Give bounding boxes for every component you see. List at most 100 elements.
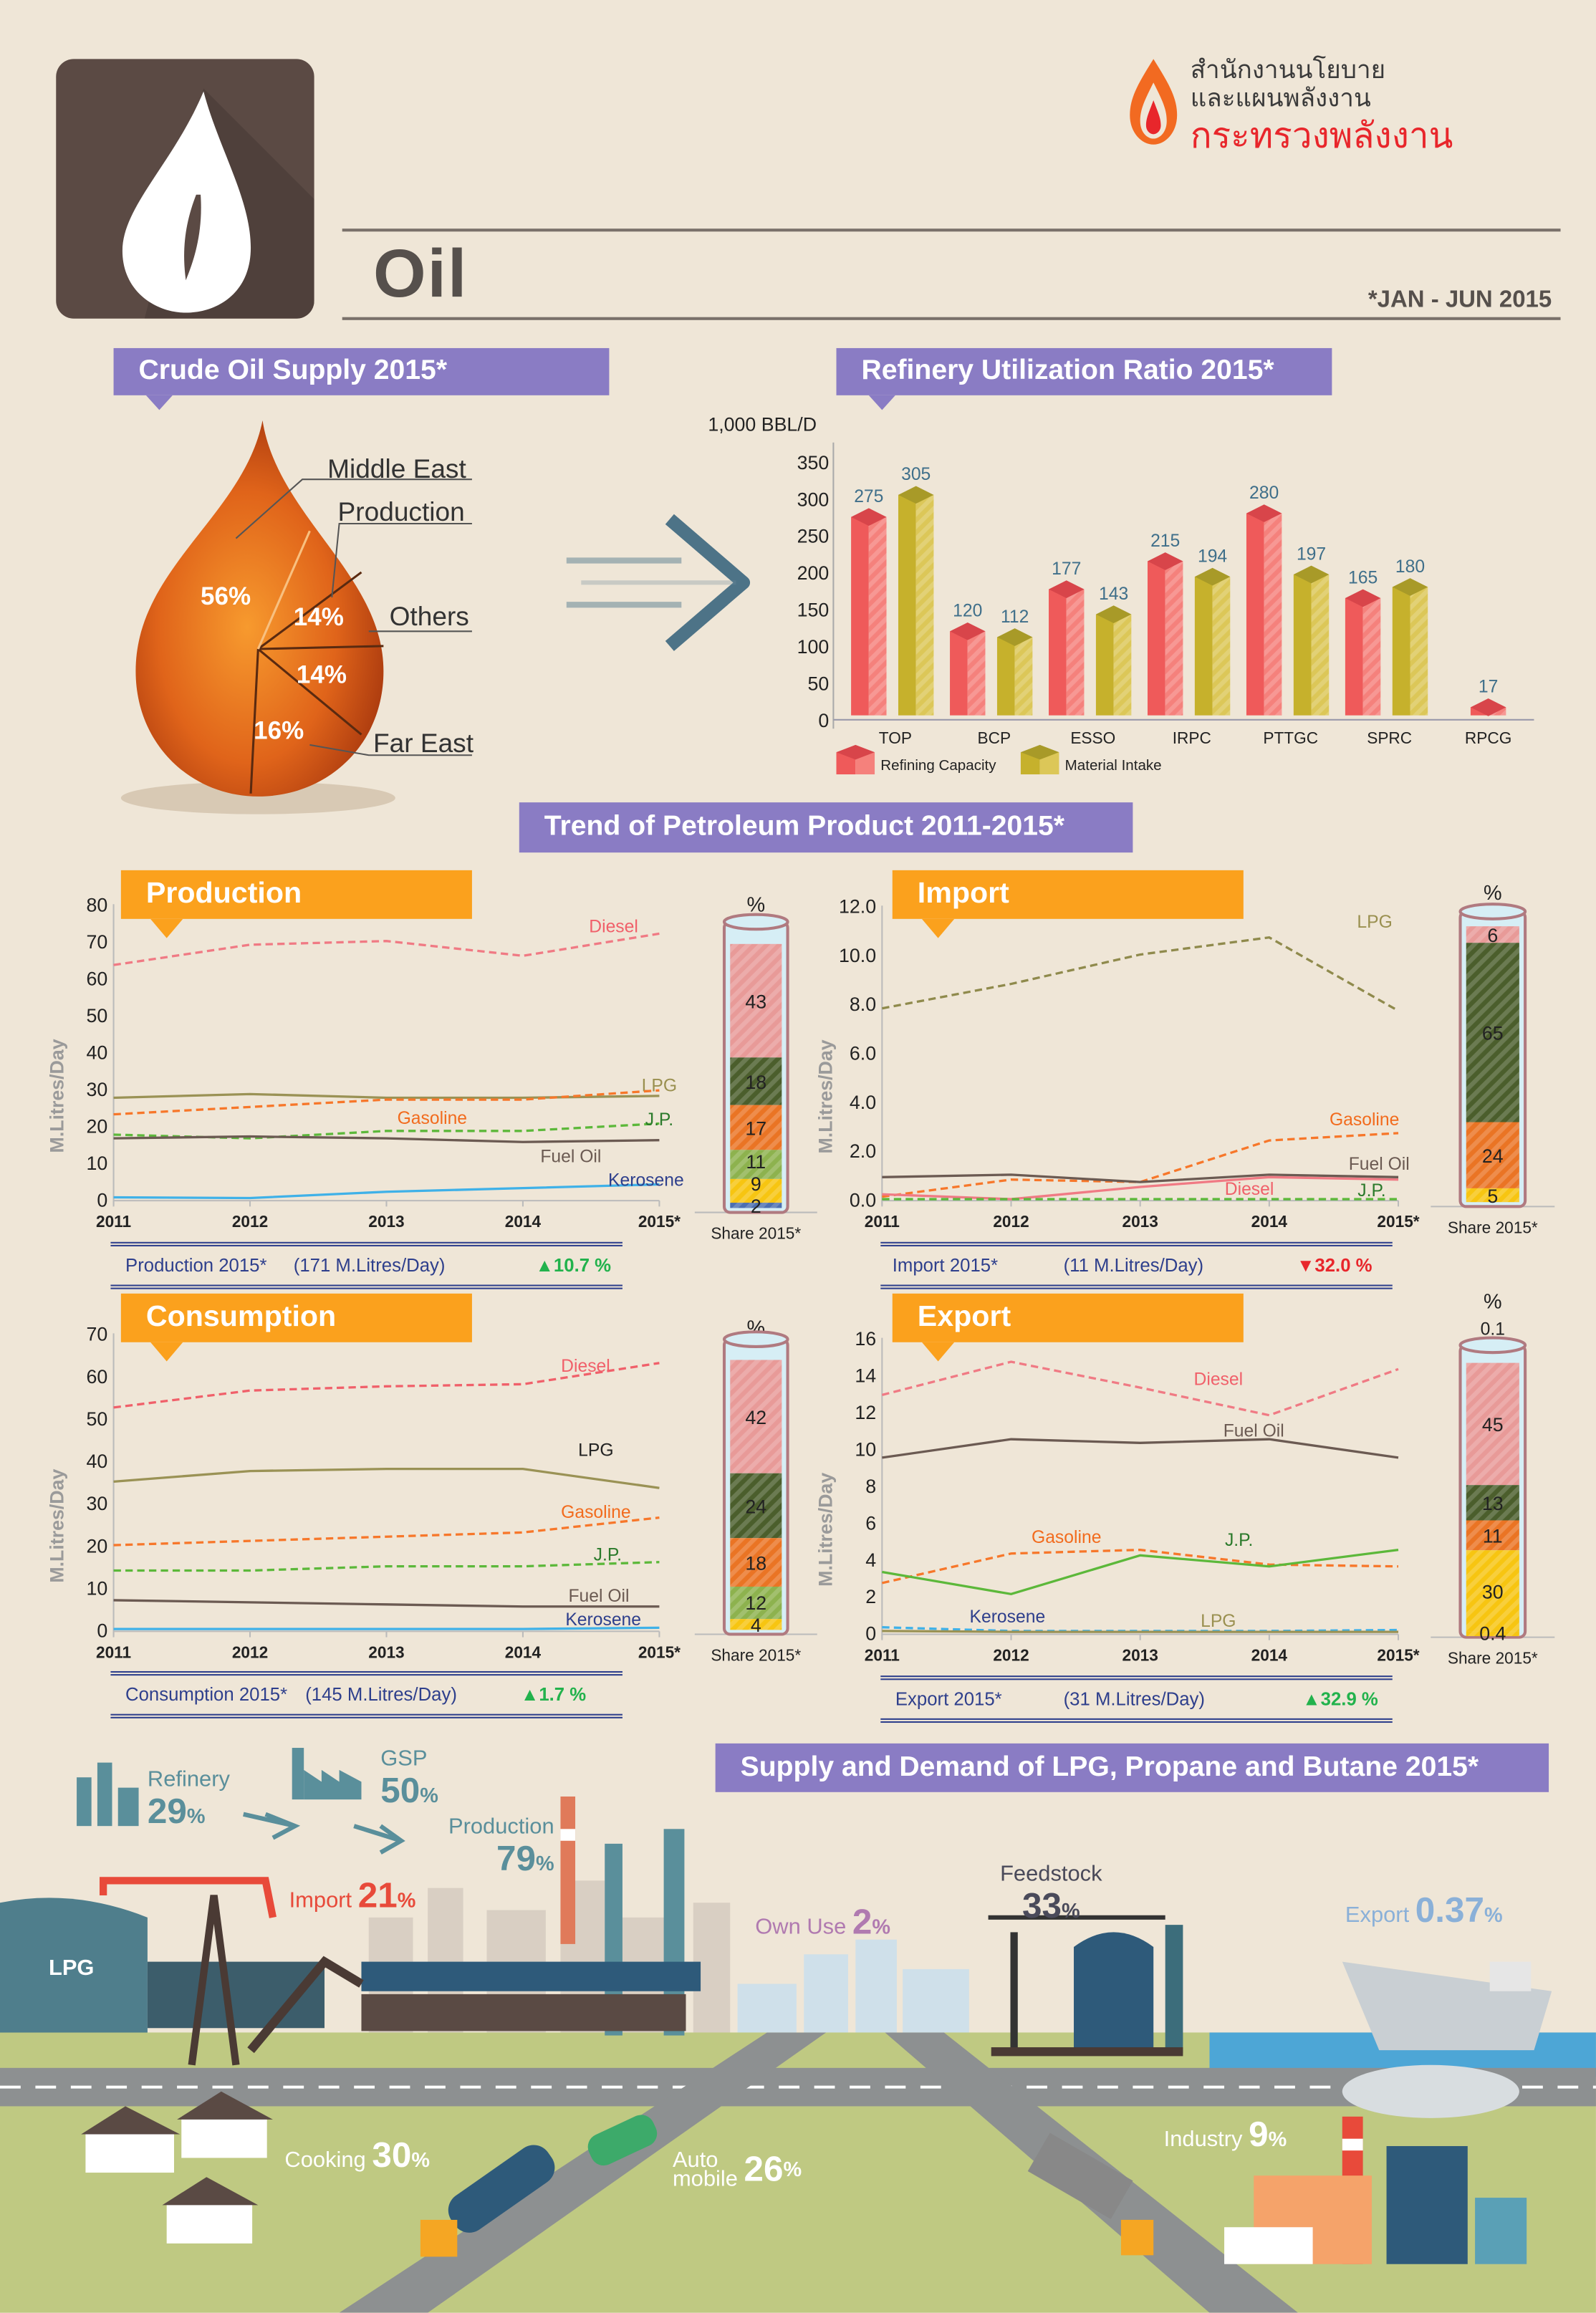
feedstock-plant [988, 1915, 1183, 2057]
car-icon [587, 2115, 658, 2166]
share-segment [1466, 926, 1519, 943]
share-segment-hatch [1466, 943, 1519, 1122]
bar-refining-capacity-right [1362, 597, 1381, 716]
leader-production [331, 522, 472, 598]
bar-value-label: 305 [901, 465, 931, 484]
y-tick-label: 0 [818, 710, 829, 731]
share-value-label: 24 [1482, 1145, 1504, 1167]
share-segment [730, 1619, 782, 1630]
series-label: J.P. [594, 1546, 622, 1565]
y-tick-label: 100 [797, 636, 830, 658]
bar-hatch [1165, 561, 1183, 716]
truck-icon [1027, 2132, 1154, 2256]
summary-amount: (145 M.Litres/Day) [305, 1684, 457, 1706]
legend-label: Material Intake [1065, 757, 1162, 774]
series-line-fueloil [882, 1438, 1399, 1459]
industry-share: Industry 9% [1163, 2115, 1287, 2155]
share-segment-hatch [730, 1105, 782, 1150]
bar-material-intake-right [1014, 637, 1033, 716]
bar-top [1293, 565, 1330, 584]
x-tick-label: 2015* [638, 1643, 681, 1661]
bar-value-label: 215 [1150, 532, 1180, 551]
series-label: Diesel [589, 917, 638, 936]
logo-line-1: สำนักงานนโยบาย [1190, 56, 1386, 85]
y-tick-label: 30 [87, 1493, 108, 1514]
percent-label: % [746, 894, 765, 917]
y-tick-label: 4 [865, 1549, 876, 1571]
bar-material-intake-right [1212, 577, 1231, 716]
y-axis-label: M.Litres/Day [814, 1039, 836, 1153]
lpg-banner: Supply and Demand of LPG, Propane and Bu… [715, 1743, 1549, 1792]
share-cylinder [722, 920, 789, 1214]
share-segment [1466, 1485, 1519, 1521]
bar-top [851, 508, 887, 526]
share-segment-hatch [1466, 1520, 1519, 1551]
share-value-label: 11 [1483, 1526, 1503, 1547]
oil-drop-icon [56, 59, 314, 319]
series-label: Gasoline [398, 1109, 467, 1128]
export-summary: Export 2015* (31 M.Litres/Day) ▲32.9 % [880, 1675, 1393, 1723]
y-tick-label: 70 [87, 931, 108, 953]
series-line-kerosene [113, 1183, 660, 1200]
share-top-label: 0.1 [1481, 1319, 1505, 1339]
y-tick-label: 50 [87, 1005, 108, 1026]
import-title: Import [917, 877, 1009, 910]
bar-hatch [1362, 597, 1381, 716]
tanker-truck-icon [420, 2145, 555, 2257]
y-tick-label: 12 [855, 1402, 876, 1423]
bar-top [1246, 504, 1282, 522]
cylinder-top [722, 1330, 789, 1349]
x-tick-label: 2012 [232, 1212, 268, 1231]
share-value-label: 9 [751, 1173, 761, 1195]
share-segment [730, 1105, 782, 1150]
houses [81, 2091, 273, 2244]
y-tick-label: 6.0 [850, 1042, 876, 1064]
bar-material-intake-left [898, 494, 916, 716]
own-use-share: Own Use 2% [755, 1903, 891, 1943]
bar-refining-capacity-left [851, 516, 869, 716]
share-segment-hatch [730, 1203, 782, 1208]
summary-amount: (11 M.Litres/Day) [1063, 1255, 1204, 1276]
slice-divider [257, 571, 362, 650]
series-label: J.P. [1225, 1531, 1253, 1550]
flow-arrow [353, 1824, 405, 1855]
series-label: Fuel Oil [540, 1148, 601, 1167]
percent-label: % [1484, 882, 1502, 905]
bar-refining-capacity-right [1488, 707, 1506, 716]
series-line-lpg [882, 1630, 1399, 1633]
lpg-tank-label: LPG [48, 1956, 95, 1981]
series-line-diesel [113, 932, 660, 966]
bar-hatch [1311, 574, 1330, 716]
share-segment [1466, 1631, 1519, 1637]
x-tick-label: 2013 [1122, 1646, 1158, 1665]
y-axis-label: M.Litres/Day [47, 1468, 68, 1582]
y-tick-label: 40 [87, 1042, 108, 1063]
refinery-banner: Refinery Utilization Ratio 2015* [836, 347, 1332, 410]
y-tick-label: 150 [797, 600, 830, 621]
share-value-label: 45 [1482, 1414, 1504, 1436]
share-segment [730, 1057, 782, 1105]
lpg-title: Supply and Demand of LPG, Propane and Bu… [740, 1752, 1479, 1784]
legend-swatch-top [1020, 744, 1059, 760]
cylinder-top [722, 913, 789, 931]
flow-arrow [243, 1812, 301, 1840]
export-header: Export [892, 1293, 1244, 1362]
y-tick-label: 4.0 [850, 1092, 876, 1113]
x-tick-label: 2012 [993, 1212, 1029, 1231]
share-value-label: 65 [1482, 1023, 1504, 1044]
cylinder-top [1458, 1336, 1527, 1355]
x-tick-label: 2014 [505, 1212, 542, 1231]
share-value-label: 12 [745, 1592, 766, 1614]
share-segment [1466, 1550, 1519, 1632]
bar-material-intake-right [1410, 587, 1428, 716]
slice-label-far-east: Far East [372, 728, 474, 759]
series-line-lpg [113, 1092, 660, 1100]
series-label: LPG [1201, 1612, 1236, 1631]
bar-top [1194, 567, 1231, 586]
share-segment-hatch [1466, 1122, 1519, 1188]
summary-change-down: ▼32.0 % [1296, 1255, 1373, 1276]
slice-value-others: 14% [296, 660, 347, 689]
share-value-label: 30 [1482, 1581, 1504, 1602]
y-tick-label: 30 [87, 1079, 108, 1100]
refinery-plant [99, 1796, 701, 2066]
